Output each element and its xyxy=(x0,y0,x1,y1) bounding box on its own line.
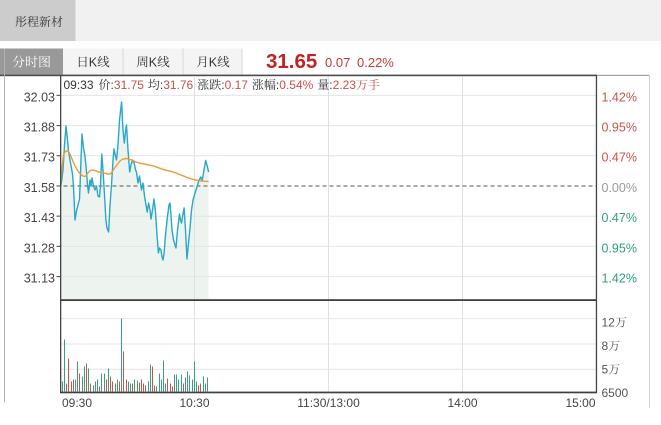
svg-text:31.76: 31.76 xyxy=(163,78,193,92)
svg-text:0.47%: 0.47% xyxy=(602,211,637,225)
svg-text::: : xyxy=(111,78,114,92)
svg-text:31.58: 31.58 xyxy=(24,181,55,195)
svg-text:0.54%: 0.54% xyxy=(279,78,313,92)
svg-text:31.13: 31.13 xyxy=(24,272,55,286)
svg-text:K: K xyxy=(89,55,98,69)
svg-text:09:33: 09:33 xyxy=(64,78,94,92)
svg-text:11:30/13:00: 11:30/13:00 xyxy=(297,396,360,410)
svg-text:0.22%: 0.22% xyxy=(357,55,394,70)
svg-text:1.42%: 1.42% xyxy=(602,90,637,104)
svg-text:1.42%: 1.42% xyxy=(602,272,637,286)
svg-text:31.75: 31.75 xyxy=(114,78,144,92)
svg-text:K: K xyxy=(209,55,218,69)
svg-text::: : xyxy=(221,78,224,92)
svg-text::: : xyxy=(329,78,332,92)
svg-text:K: K xyxy=(149,55,158,69)
svg-text:12: 12 xyxy=(602,316,616,330)
svg-text:0.00%: 0.00% xyxy=(602,181,637,195)
svg-text:0.95%: 0.95% xyxy=(602,241,637,255)
svg-text:5: 5 xyxy=(602,363,609,377)
svg-text:8: 8 xyxy=(602,339,609,353)
svg-text:31.65: 31.65 xyxy=(266,50,317,73)
svg-text:31.28: 31.28 xyxy=(24,241,55,255)
svg-text::: : xyxy=(276,78,279,92)
svg-text:09:30: 09:30 xyxy=(62,396,92,410)
svg-text:0.47%: 0.47% xyxy=(602,151,637,165)
svg-text:31.43: 31.43 xyxy=(24,211,55,225)
svg-text:0.95%: 0.95% xyxy=(602,121,637,135)
svg-text:0.17: 0.17 xyxy=(225,78,249,92)
svg-text:32.03: 32.03 xyxy=(24,90,55,104)
svg-text:31.88: 31.88 xyxy=(24,121,55,135)
svg-text:0.07: 0.07 xyxy=(325,55,350,70)
svg-text:6500: 6500 xyxy=(602,386,629,400)
svg-text:14:00: 14:00 xyxy=(447,396,477,410)
svg-text:31.73: 31.73 xyxy=(24,151,55,165)
svg-text:10:30: 10:30 xyxy=(179,396,209,410)
svg-text::: : xyxy=(160,78,163,92)
svg-text:2.23: 2.23 xyxy=(333,78,357,92)
svg-text:15:00: 15:00 xyxy=(565,396,595,410)
